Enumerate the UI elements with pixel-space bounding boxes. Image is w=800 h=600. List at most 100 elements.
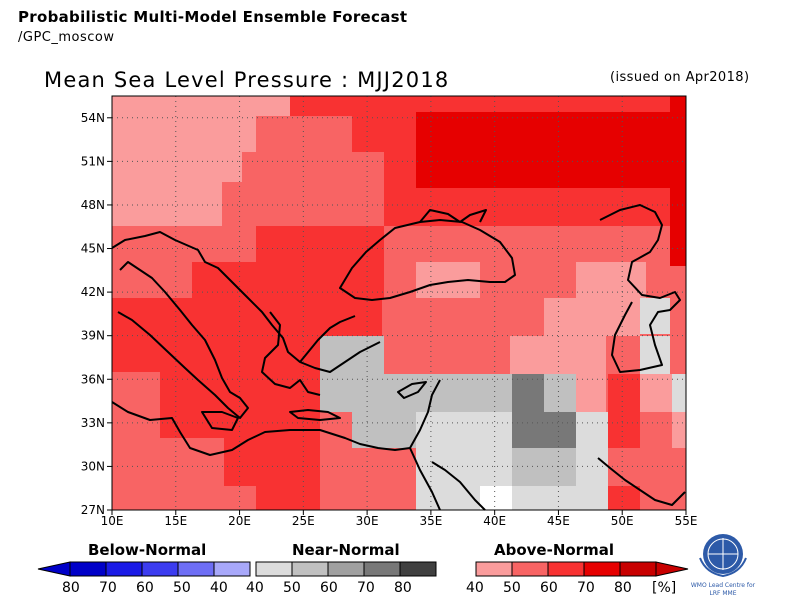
lat-tick-label: 30N <box>81 459 105 473</box>
lat-tick-label: 36N <box>81 372 105 386</box>
grid-cell <box>112 182 222 226</box>
legend-tick-label: 60 <box>136 580 154 596</box>
axis-ticks <box>107 117 687 515</box>
lon-tick-label: 45E <box>547 514 570 528</box>
legend-swatch <box>69 561 107 577</box>
legend-below-title: Below-Normal <box>88 541 207 559</box>
grid-cell <box>512 448 576 486</box>
legend-arrow-right <box>655 561 689 577</box>
legend-above-normal <box>475 561 689 577</box>
probability-grid <box>112 96 686 510</box>
legend-above-title: Above-Normal <box>494 541 614 559</box>
header-subtitle: /GPC_moscow <box>18 30 115 45</box>
grid-cell <box>512 412 544 450</box>
legend-swatch <box>291 561 329 577</box>
grid-cell <box>352 412 416 448</box>
legend-swatch <box>255 561 293 577</box>
coastline-caspian <box>599 204 681 373</box>
legend-tick-label: 50 <box>173 580 191 596</box>
grid-cell <box>576 262 646 298</box>
coastline-persian-gulf <box>597 457 686 506</box>
grid-cell <box>544 412 576 450</box>
coastline-levant <box>409 379 486 511</box>
grid-cell <box>576 374 606 412</box>
legend-swatch <box>511 561 549 577</box>
legend-tick-label: 80 <box>614 580 632 596</box>
legend-below-normal <box>37 561 251 577</box>
grid-cell <box>352 116 384 152</box>
grid-cell <box>112 96 290 116</box>
lon-tick-label: 55E <box>675 514 698 528</box>
grid-cell <box>576 448 608 486</box>
map-title: Mean Sea Level Pressure : MJJ2018 <box>44 68 450 92</box>
grid-cell <box>384 448 416 510</box>
legend-swatch <box>327 561 365 577</box>
coastline <box>111 204 686 511</box>
grid-cell <box>608 374 640 448</box>
grid-cell <box>112 116 242 182</box>
legend-near-normal <box>255 561 437 577</box>
lon-tick-label: 30E <box>356 514 379 528</box>
legend-swatch <box>399 561 437 577</box>
coastline-greece <box>261 311 356 396</box>
lon-tick-label: 20E <box>228 514 251 528</box>
grid-cell <box>480 486 512 510</box>
wmo-logo-icon: WMO Lead Centre for LRF MME <box>691 534 756 597</box>
issued-date: (issued on Apr2018) <box>610 70 750 85</box>
lon-tick-label: 50E <box>611 514 634 528</box>
legend-swatch <box>105 561 143 577</box>
grid-cell <box>416 412 512 450</box>
logo-text-1: WMO Lead Centre for <box>691 582 756 589</box>
legend-tick-label: 70 <box>577 580 595 596</box>
legend-tick-label: 40 <box>466 580 484 596</box>
legend-arrow-left <box>37 561 71 577</box>
legend-tick-label: 40 <box>210 580 228 596</box>
coastline-crete <box>289 409 341 421</box>
legend-tick-label: 60 <box>320 580 338 596</box>
logo-text-2: LRF MME <box>709 590 736 597</box>
legend-swatch <box>213 561 251 577</box>
grid-cell <box>510 336 606 374</box>
coastline-sicily <box>201 411 239 431</box>
lon-tick-label: 25E <box>292 514 315 528</box>
coastline-adriatic <box>111 231 381 373</box>
lat-tick-label: 54N <box>81 111 105 125</box>
lat-tick-label: 45N <box>81 242 105 256</box>
lon-tick-label: 35E <box>419 514 442 528</box>
lat-tick-label: 42N <box>81 285 105 299</box>
legend-tick-label: 50 <box>283 580 301 596</box>
grid-cell <box>672 412 686 448</box>
lat-tick-label: 33N <box>81 416 105 430</box>
lat-tick-label: 48N <box>81 198 105 212</box>
coastline-black-sea <box>339 219 516 301</box>
legend-swatch <box>583 561 621 577</box>
grid-cell <box>112 298 320 372</box>
legend-swatch <box>177 561 215 577</box>
legend-swatch <box>547 561 585 577</box>
legend-tick-label: 70 <box>357 580 375 596</box>
coastline-azov <box>459 209 487 223</box>
coastline-cyprus <box>397 381 427 399</box>
grid-cell <box>512 374 544 412</box>
axis-labels: 10E 15E 20E 25E 30E 35E 40E 45E 50E 55E 54N 51N 48N 4… <box>81 111 698 528</box>
coastline-crimea <box>419 209 461 223</box>
grid-cell <box>670 96 686 266</box>
grid-cell <box>290 96 384 116</box>
grid-cell <box>608 486 640 510</box>
legend-swatch <box>475 561 513 577</box>
lon-tick-label: 40E <box>483 514 506 528</box>
legend-swatch <box>141 561 179 577</box>
map-frame <box>111 95 687 511</box>
legend-tick-label: [%] <box>652 580 677 596</box>
grid-cell <box>576 412 608 450</box>
header-title: Probabilistic Multi-Model Ensemble Forec… <box>18 8 408 26</box>
legend-tick-label: 50 <box>503 580 521 596</box>
legend-near-title: Near-Normal <box>292 541 400 559</box>
grid-cell <box>256 486 320 510</box>
grid-cell <box>320 336 384 374</box>
legend-swatch <box>363 561 401 577</box>
grid-cell <box>512 486 608 510</box>
lat-tick-label: 39N <box>81 329 105 343</box>
grid-cell <box>672 374 686 412</box>
